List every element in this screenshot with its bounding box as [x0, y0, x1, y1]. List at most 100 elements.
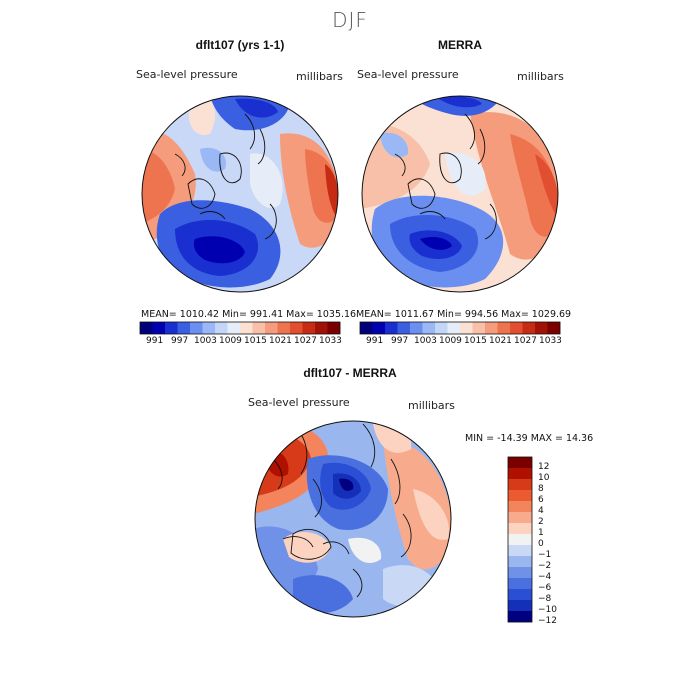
- colorbar-tick: 1: [538, 528, 544, 538]
- colorbar-swatch: [508, 468, 532, 480]
- colorbar-swatch: [360, 322, 373, 334]
- colorbar-swatch: [508, 512, 532, 524]
- panel3-units-label: millibars: [408, 399, 455, 412]
- colorbar-tick: 8: [538, 484, 544, 494]
- colorbar-swatch: [508, 523, 532, 535]
- colorbar-tick: 12: [538, 462, 550, 472]
- colorbar-swatch: [152, 322, 166, 334]
- colorbar-tick: −12: [538, 616, 557, 626]
- colorbar-swatch: [422, 322, 436, 334]
- colorbar-swatch: [508, 545, 532, 557]
- colorbar-swatch: [327, 322, 341, 334]
- colorbar-tick: 1033: [319, 336, 342, 346]
- colorbar-tick: 0: [538, 539, 544, 549]
- colorbar-swatch: [472, 322, 486, 334]
- colorbar-tick: 1003: [194, 336, 217, 346]
- panel2-units-label: millibars: [517, 70, 564, 83]
- colorbar-swatch: [508, 556, 532, 568]
- colorbar-tick: −10: [538, 605, 557, 615]
- colorbar-tick: 1015: [244, 336, 267, 346]
- colorbar-tick: 997: [171, 336, 189, 346]
- colorbar-tick: −2: [538, 561, 552, 571]
- colorbar-tick: −4: [538, 572, 552, 582]
- colorbar-tick: 4: [538, 506, 544, 516]
- colorbar-swatch: [508, 578, 532, 590]
- colorbar-tick: 1033: [539, 336, 562, 346]
- panel3-title: dflt107 - MERRA: [303, 366, 397, 380]
- colorbar-swatch: [410, 322, 423, 334]
- colorbar-tick: −8: [538, 594, 552, 604]
- colorbar-swatch: [485, 322, 498, 334]
- panel2-colorbar: [359, 321, 561, 335]
- colorbar-swatch: [508, 611, 532, 623]
- panel1-units-label: millibars: [296, 70, 343, 83]
- panel1-map: [141, 95, 339, 293]
- panel3-stats: MIN = -14.39 MAX = 14.36: [465, 433, 594, 444]
- colorbar-swatch: [385, 322, 398, 334]
- colorbar-tick: 1027: [514, 336, 537, 346]
- colorbar-swatch: [372, 322, 386, 334]
- colorbar-swatch: [165, 322, 178, 334]
- panel1-title: dflt107 (yrs 1-1): [195, 38, 285, 52]
- colorbar-swatch: [435, 322, 448, 334]
- colorbar-tick: 1015: [464, 336, 487, 346]
- colorbar-swatch: [302, 322, 316, 334]
- colorbar-swatch: [240, 322, 253, 334]
- colorbar-tick: 991: [366, 336, 384, 346]
- colorbar-tick: 991: [146, 336, 164, 346]
- panel3-colorbar-ticks: 12 10 8 6 4 2 1 0 −1 −2 −4 −6 −8 −10 −12: [538, 457, 578, 627]
- colorbar-swatch: [177, 322, 191, 334]
- panel1-colorbar: [139, 321, 341, 335]
- colorbar-swatch: [290, 322, 303, 334]
- colorbar-swatch: [140, 322, 153, 334]
- colorbar-swatch: [508, 589, 532, 601]
- panel2-colorbar-ticks: 991 997 1003 1009 1015 1021 1027 1033: [360, 336, 562, 348]
- panel3-colorbar: [507, 456, 533, 623]
- panel2-map: [361, 95, 559, 293]
- colorbar-swatch: [508, 490, 532, 502]
- colorbar-swatch: [202, 322, 216, 334]
- colorbar-swatch: [215, 322, 228, 334]
- colorbar-swatch: [508, 457, 532, 469]
- colorbar-swatch: [547, 322, 561, 334]
- panel1-colorbar-ticks: 991 997 1003 1009 1015 1021 1027 1033: [140, 336, 342, 348]
- colorbar-swatch: [397, 322, 411, 334]
- colorbar-swatch: [265, 322, 278, 334]
- panel3-variable-label: Sea-level pressure: [248, 396, 350, 409]
- colorbar-swatch: [315, 322, 328, 334]
- colorbar-tick: 1009: [219, 336, 242, 346]
- colorbar-swatch: [190, 322, 203, 334]
- colorbar-swatch: [510, 322, 523, 334]
- colorbar-swatch: [508, 567, 532, 579]
- colorbar-tick: 1009: [439, 336, 462, 346]
- colorbar-swatch: [508, 501, 532, 513]
- colorbar-tick: 1021: [269, 336, 292, 346]
- panel2-variable-label: Sea-level pressure: [357, 68, 459, 81]
- colorbar-tick: 6: [538, 495, 544, 505]
- colorbar-swatch: [522, 322, 536, 334]
- colorbar-tick: 1021: [489, 336, 512, 346]
- colorbar-swatch: [508, 479, 532, 491]
- colorbar-swatch: [252, 322, 266, 334]
- colorbar-tick: 1003: [414, 336, 437, 346]
- colorbar-tick: 10: [538, 473, 550, 483]
- colorbar-tick: −6: [538, 583, 552, 593]
- colorbar-tick: 1027: [294, 336, 317, 346]
- colorbar-swatch: [508, 534, 532, 546]
- panel1-stats: MEAN= 1010.42 Min= 991.41 Max= 1035.16: [141, 309, 357, 320]
- colorbar-swatch: [460, 322, 473, 334]
- colorbar-swatch: [447, 322, 461, 334]
- colorbar-tick: 2: [538, 517, 544, 527]
- colorbar-swatch: [497, 322, 511, 334]
- colorbar-swatch: [535, 322, 548, 334]
- colorbar-swatch: [277, 322, 291, 334]
- colorbar-tick: 997: [391, 336, 409, 346]
- colorbar-swatch: [227, 322, 241, 334]
- panel3-map: [254, 420, 452, 618]
- panel1-variable-label: Sea-level pressure: [136, 68, 238, 81]
- colorbar-swatch: [508, 600, 532, 612]
- page-title: DJF: [332, 8, 368, 32]
- panel2-title: MERRA: [438, 38, 482, 52]
- colorbar-tick: −1: [538, 550, 552, 560]
- panel2-stats: MEAN= 1011.67 Min= 994.56 Max= 1029.69: [356, 309, 572, 320]
